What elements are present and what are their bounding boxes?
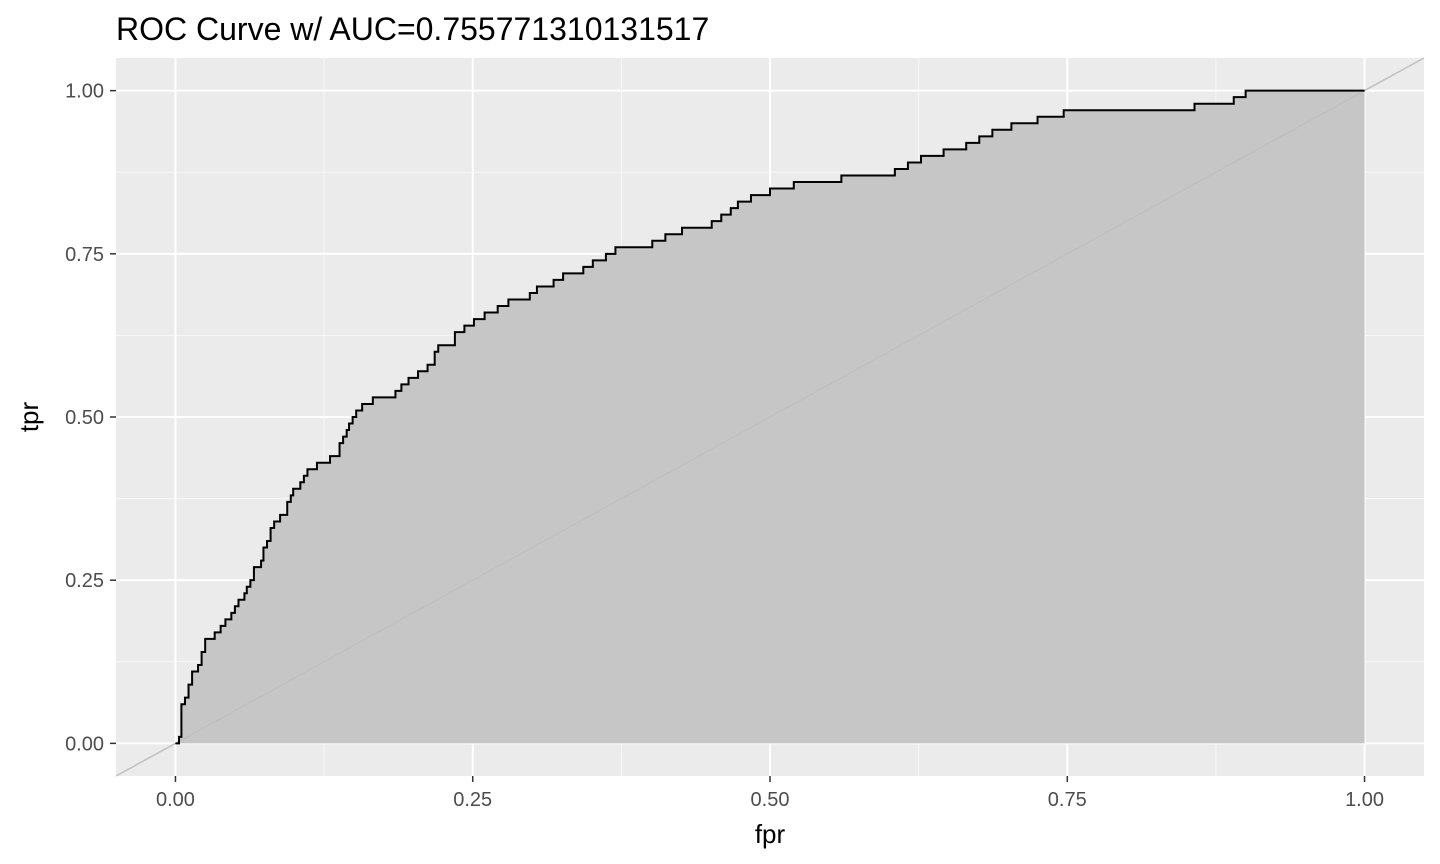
x-tick-label: 0.00 <box>156 789 195 811</box>
x-axis-ticks: 0.00 0.25 0.50 0.75 1.00 <box>156 776 1384 811</box>
y-tick-label: 0.00 <box>65 733 104 755</box>
x-tick-label: 0.75 <box>1048 789 1087 811</box>
diagonal-reference-line <box>115 57 1425 777</box>
y-tick-label: 0.25 <box>65 570 104 592</box>
chart-title: ROC Curve w/ AUC=0.755771310131517 <box>116 11 709 47</box>
y-tick-label: 0.75 <box>65 244 104 266</box>
x-tick-label: 1.00 <box>1345 789 1384 811</box>
x-tick-label: 0.25 <box>453 789 492 811</box>
y-axis-ticks: 0.00 0.25 0.50 0.75 1.00 <box>65 81 116 755</box>
y-tick-label: 1.00 <box>65 81 104 103</box>
roc-curve-line <box>175 89 1365 745</box>
y-tick-label: 0.50 <box>65 407 104 429</box>
x-tick-label: 0.50 <box>751 789 790 811</box>
x-axis-title: fpr <box>755 819 786 849</box>
y-axis-title: tpr <box>14 401 44 432</box>
